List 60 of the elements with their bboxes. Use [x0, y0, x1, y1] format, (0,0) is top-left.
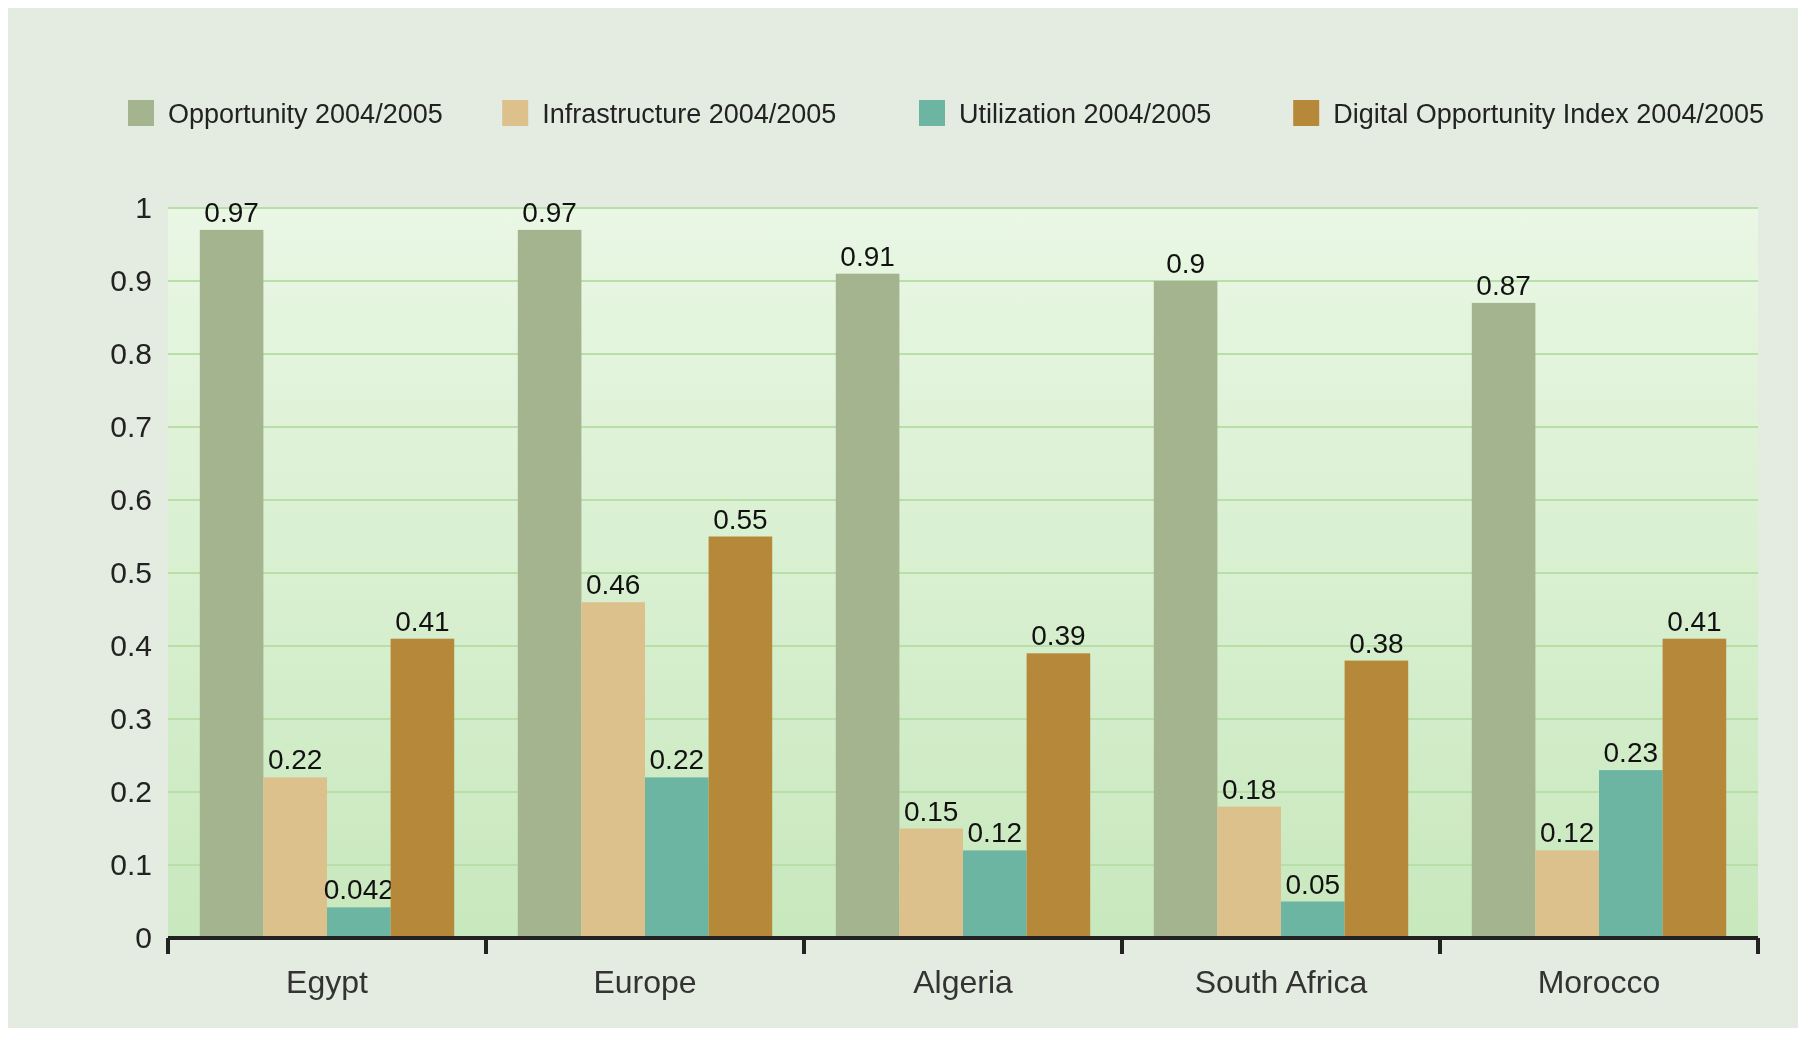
data-label: 0.12 [967, 817, 1023, 849]
legend-label: Digital Opportunity Index 2004/2005 [1333, 99, 1764, 129]
data-label: 0.18 [1221, 773, 1277, 805]
x-tick-label: Algeria [913, 964, 1014, 1000]
x-tick-label: Egypt [286, 964, 369, 1000]
bar [327, 907, 391, 938]
data-label: 0.23 [1603, 737, 1659, 769]
y-tick-label: 0.9 [110, 264, 152, 297]
data-label: 0.46 [585, 569, 641, 601]
data-label: 0.39 [1031, 620, 1086, 652]
bar [1662, 638, 1727, 938]
data-label: 0.91 [840, 240, 895, 272]
x-tick-label: South Africa [1194, 964, 1368, 1000]
bar [645, 777, 709, 938]
data-label: 0.87 [1476, 269, 1531, 301]
data-label: 0.12 [1539, 817, 1595, 849]
bar [1599, 770, 1663, 938]
x-tick-label: Morocco [1537, 964, 1661, 1000]
bar [199, 229, 264, 938]
bar [263, 777, 327, 938]
data-label: 0.042 [323, 874, 394, 906]
bar [708, 536, 773, 938]
y-tick-label: 0.8 [110, 337, 152, 370]
data-label: 0.41 [1667, 605, 1722, 637]
y-tick-label: 0.1 [110, 848, 152, 881]
data-label: 0.55 [713, 503, 768, 535]
bar [1281, 901, 1345, 938]
bar [1535, 850, 1599, 938]
bar [517, 229, 582, 938]
y-tick-label: 0.6 [110, 483, 152, 516]
legend-label: Opportunity 2004/2005 [168, 99, 443, 129]
bar [1217, 806, 1281, 938]
y-tick-label: 1 [135, 191, 152, 224]
bar [390, 638, 455, 938]
legend-label: Infrastructure 2004/2005 [542, 99, 837, 129]
data-label: 0.22 [649, 744, 705, 776]
y-tick-label: 0 [135, 921, 152, 954]
data-label: 0.15 [903, 795, 959, 827]
data-label: 0.97 [204, 196, 259, 228]
y-tick-label: 0.3 [110, 702, 152, 735]
bar [1153, 281, 1218, 938]
bar [1026, 653, 1091, 938]
data-label: 0.22 [267, 744, 323, 776]
data-label: 0.41 [395, 605, 450, 637]
data-label: 0.9 [1166, 248, 1206, 279]
data-label: 0.38 [1349, 627, 1404, 659]
y-tick-label: 0.7 [110, 410, 152, 443]
y-tick-label: 0.4 [110, 629, 152, 662]
bar [581, 602, 645, 938]
legend-label: Utilization 2004/2005 [959, 99, 1212, 129]
data-label: 0.05 [1285, 868, 1341, 900]
bar [899, 828, 963, 938]
bar [963, 850, 1027, 938]
x-tick-label: Europe [593, 964, 697, 1000]
y-tick-label: 0.2 [110, 775, 152, 808]
data-label: 0.97 [522, 196, 577, 228]
bar [1471, 302, 1536, 938]
bar [835, 273, 900, 938]
bar [1344, 660, 1409, 938]
y-tick-label: 0.5 [110, 556, 152, 589]
